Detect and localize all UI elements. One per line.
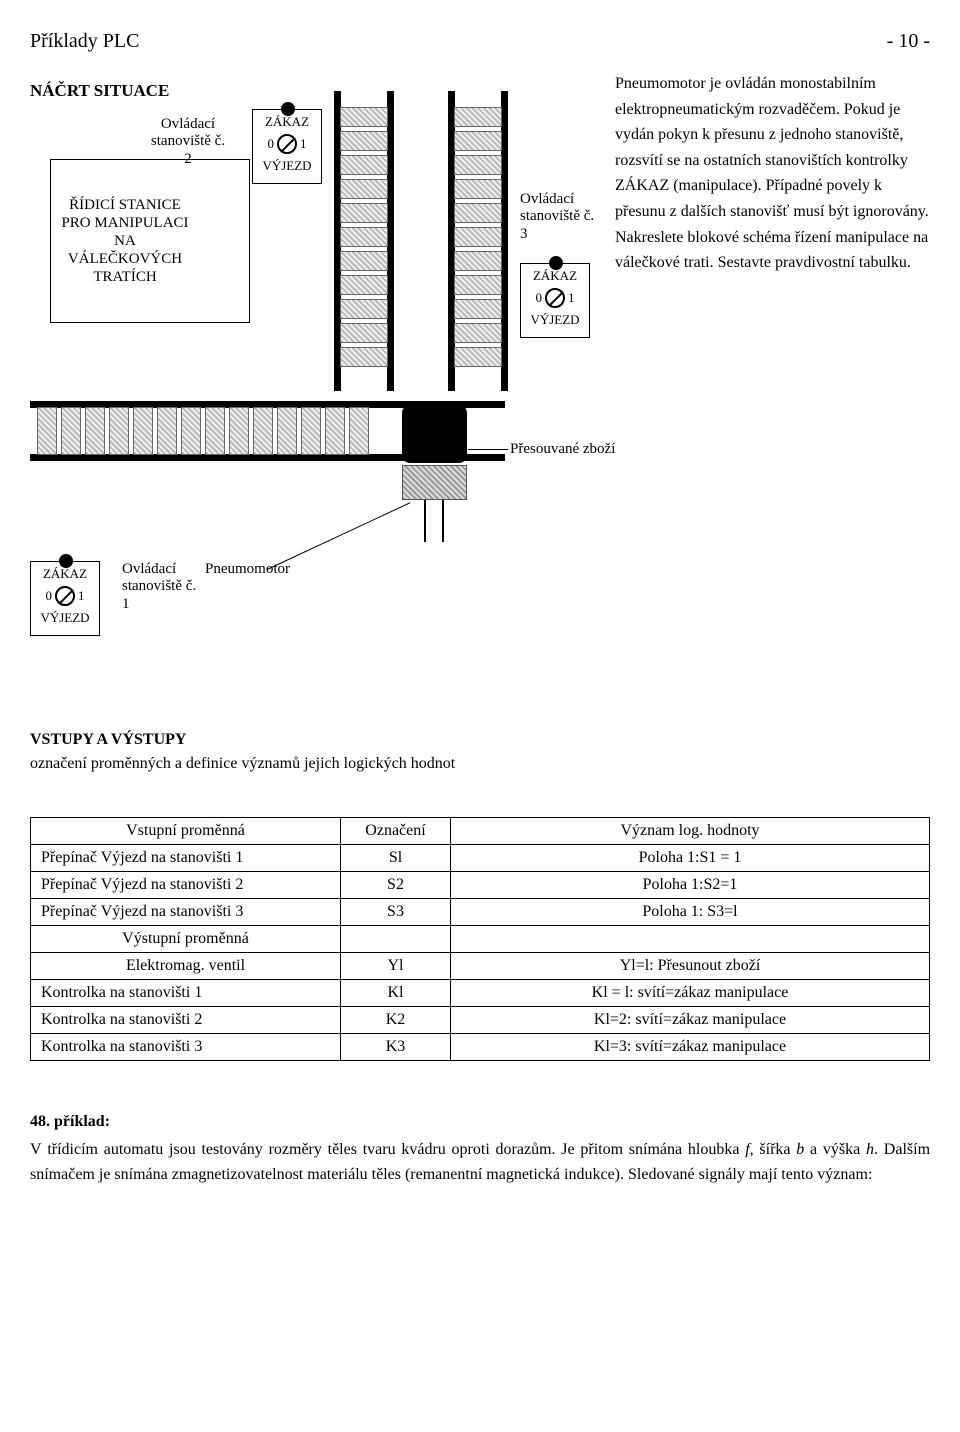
- sign-bottom-2: VÝJEZD: [253, 158, 321, 174]
- io-c3: Poloha 1:S2=1: [451, 872, 930, 899]
- sign-left-2: 0: [268, 136, 275, 152]
- io-section-subtitle: označení proměnných a definice významů j…: [30, 755, 930, 773]
- prohibit-icon: [545, 288, 565, 308]
- table-row: Elektromag. ventilYlYl=l: Přesunout zbož…: [31, 953, 930, 980]
- sign-bottom-1: VÝJEZD: [31, 610, 99, 626]
- goods-box: [402, 405, 467, 463]
- io-c3: Poloha 1:S1 = 1: [451, 845, 930, 872]
- io-c2: Yl: [341, 953, 451, 980]
- pneumotor-stem: [424, 500, 444, 542]
- io-section-title: VSTUPY A VÝSTUPY: [30, 731, 930, 749]
- ridici-station-label: ŘÍDICÍ STANICE PRO MANIPULACI NA VÁLEČKO…: [60, 196, 190, 286]
- io-header-c3: Význam log. hodnoty: [451, 818, 930, 845]
- table-row: Kontrolka na stanovišti 3K3Kl=3: svítí=z…: [31, 1034, 930, 1061]
- table-row: Přepínač Výjezd na stanovišti 3S3Poloha …: [31, 899, 930, 926]
- io-c3: [451, 926, 930, 953]
- example-text: V třídicím automatu jsou testovány rozmě…: [30, 1137, 930, 1188]
- io-c3: Kl=3: svítí=zákaz manipulace: [451, 1034, 930, 1061]
- header-right: - 10 -: [887, 30, 930, 53]
- goods-label: Přesouvané zboží: [510, 441, 615, 458]
- io-c3: Kl=2: svítí=zákaz manipulace: [451, 1007, 930, 1034]
- io-c2: Sl: [341, 845, 451, 872]
- lead-line-goods: [468, 449, 508, 450]
- signal-box-2: ZÁKAZ 01 VÝJEZD: [252, 109, 322, 184]
- io-c3: Yl=l: Přesunout zboží: [451, 953, 930, 980]
- io-c2: S3: [341, 899, 451, 926]
- io-table: Vstupní proměnná Označení Význam log. ho…: [30, 817, 930, 1061]
- station-2-label: Ovládací stanoviště č. 2: [148, 116, 228, 168]
- situation-diagram: NÁČRT SITUACE Pneumomotor je ovládán mon…: [30, 71, 930, 711]
- prohibit-icon: [55, 586, 75, 606]
- table-row: Výstupní proměnná: [31, 926, 930, 953]
- table-row: Přepínač Výjezd na stanovišti 1SlPoloha …: [31, 845, 930, 872]
- io-c1: Kontrolka na stanovišti 3: [31, 1034, 341, 1061]
- station-3-label: Ovládací stanoviště č. 3: [520, 191, 600, 243]
- io-c1: Výstupní proměnná: [31, 926, 341, 953]
- sign-right-1: 1: [78, 588, 85, 604]
- table-row: Vstupní proměnná Označení Význam log. ho…: [31, 818, 930, 845]
- table-row: Přepínač Výjezd na stanovišti 2S2Poloha …: [31, 872, 930, 899]
- io-c2: [341, 926, 451, 953]
- signal-box-3: ZÁKAZ 01 VÝJEZD: [520, 263, 590, 338]
- sign-right-2: 1: [300, 136, 307, 152]
- vertical-track-2: [448, 91, 508, 391]
- table-row: Kontrolka na stanovišti 2K2Kl=2: svítí=z…: [31, 1007, 930, 1034]
- io-c1: Přepínač Výjezd na stanovišti 3: [31, 899, 341, 926]
- sign-bottom-3: VÝJEZD: [521, 312, 589, 328]
- sign-left-1: 0: [46, 588, 53, 604]
- io-c1: Přepínač Výjezd na stanovišti 1: [31, 845, 341, 872]
- sign-left-3: 0: [536, 290, 543, 306]
- io-c1: Kontrolka na stanovišti 2: [31, 1007, 341, 1034]
- io-header-c2: Označení: [341, 818, 451, 845]
- example-block: 48. příklad: V třídicím automatu jsou te…: [30, 1109, 930, 1188]
- io-c2: Kl: [341, 980, 451, 1007]
- header-left: Příklady PLC: [30, 30, 139, 53]
- signal-box-1: ZÁKAZ 01 VÝJEZD: [30, 561, 100, 636]
- io-c1: Kontrolka na stanovišti 1: [31, 980, 341, 1007]
- vertical-track: [334, 91, 394, 391]
- io-header-c1: Vstupní proměnná: [31, 818, 341, 845]
- io-c2: S2: [341, 872, 451, 899]
- lead-line-pneumotor: [267, 502, 411, 570]
- io-c2: K2: [341, 1007, 451, 1034]
- example-title: 48. příklad:: [30, 1109, 930, 1135]
- io-c2: K3: [341, 1034, 451, 1061]
- problem-paragraph: Pneumomotor je ovládán monostabilním ele…: [615, 71, 930, 276]
- io-c3: Poloha 1: S3=l: [451, 899, 930, 926]
- io-c3: Kl = l: svítí=zákaz manipulace: [451, 980, 930, 1007]
- sign-right-3: 1: [568, 290, 575, 306]
- prohibit-icon: [277, 134, 297, 154]
- station-1-label: Ovládací stanoviště č. 1: [122, 561, 202, 613]
- io-c1: Elektromag. ventil: [31, 953, 341, 980]
- page-header: Příklady PLC - 10 -: [30, 30, 930, 53]
- io-c1: Přepínač Výjezd na stanovišti 2: [31, 872, 341, 899]
- table-row: Kontrolka na stanovišti 1KlKl = l: svítí…: [31, 980, 930, 1007]
- pneumotor-pusher: [402, 465, 467, 500]
- diagram-title: NÁČRT SITUACE: [30, 81, 169, 101]
